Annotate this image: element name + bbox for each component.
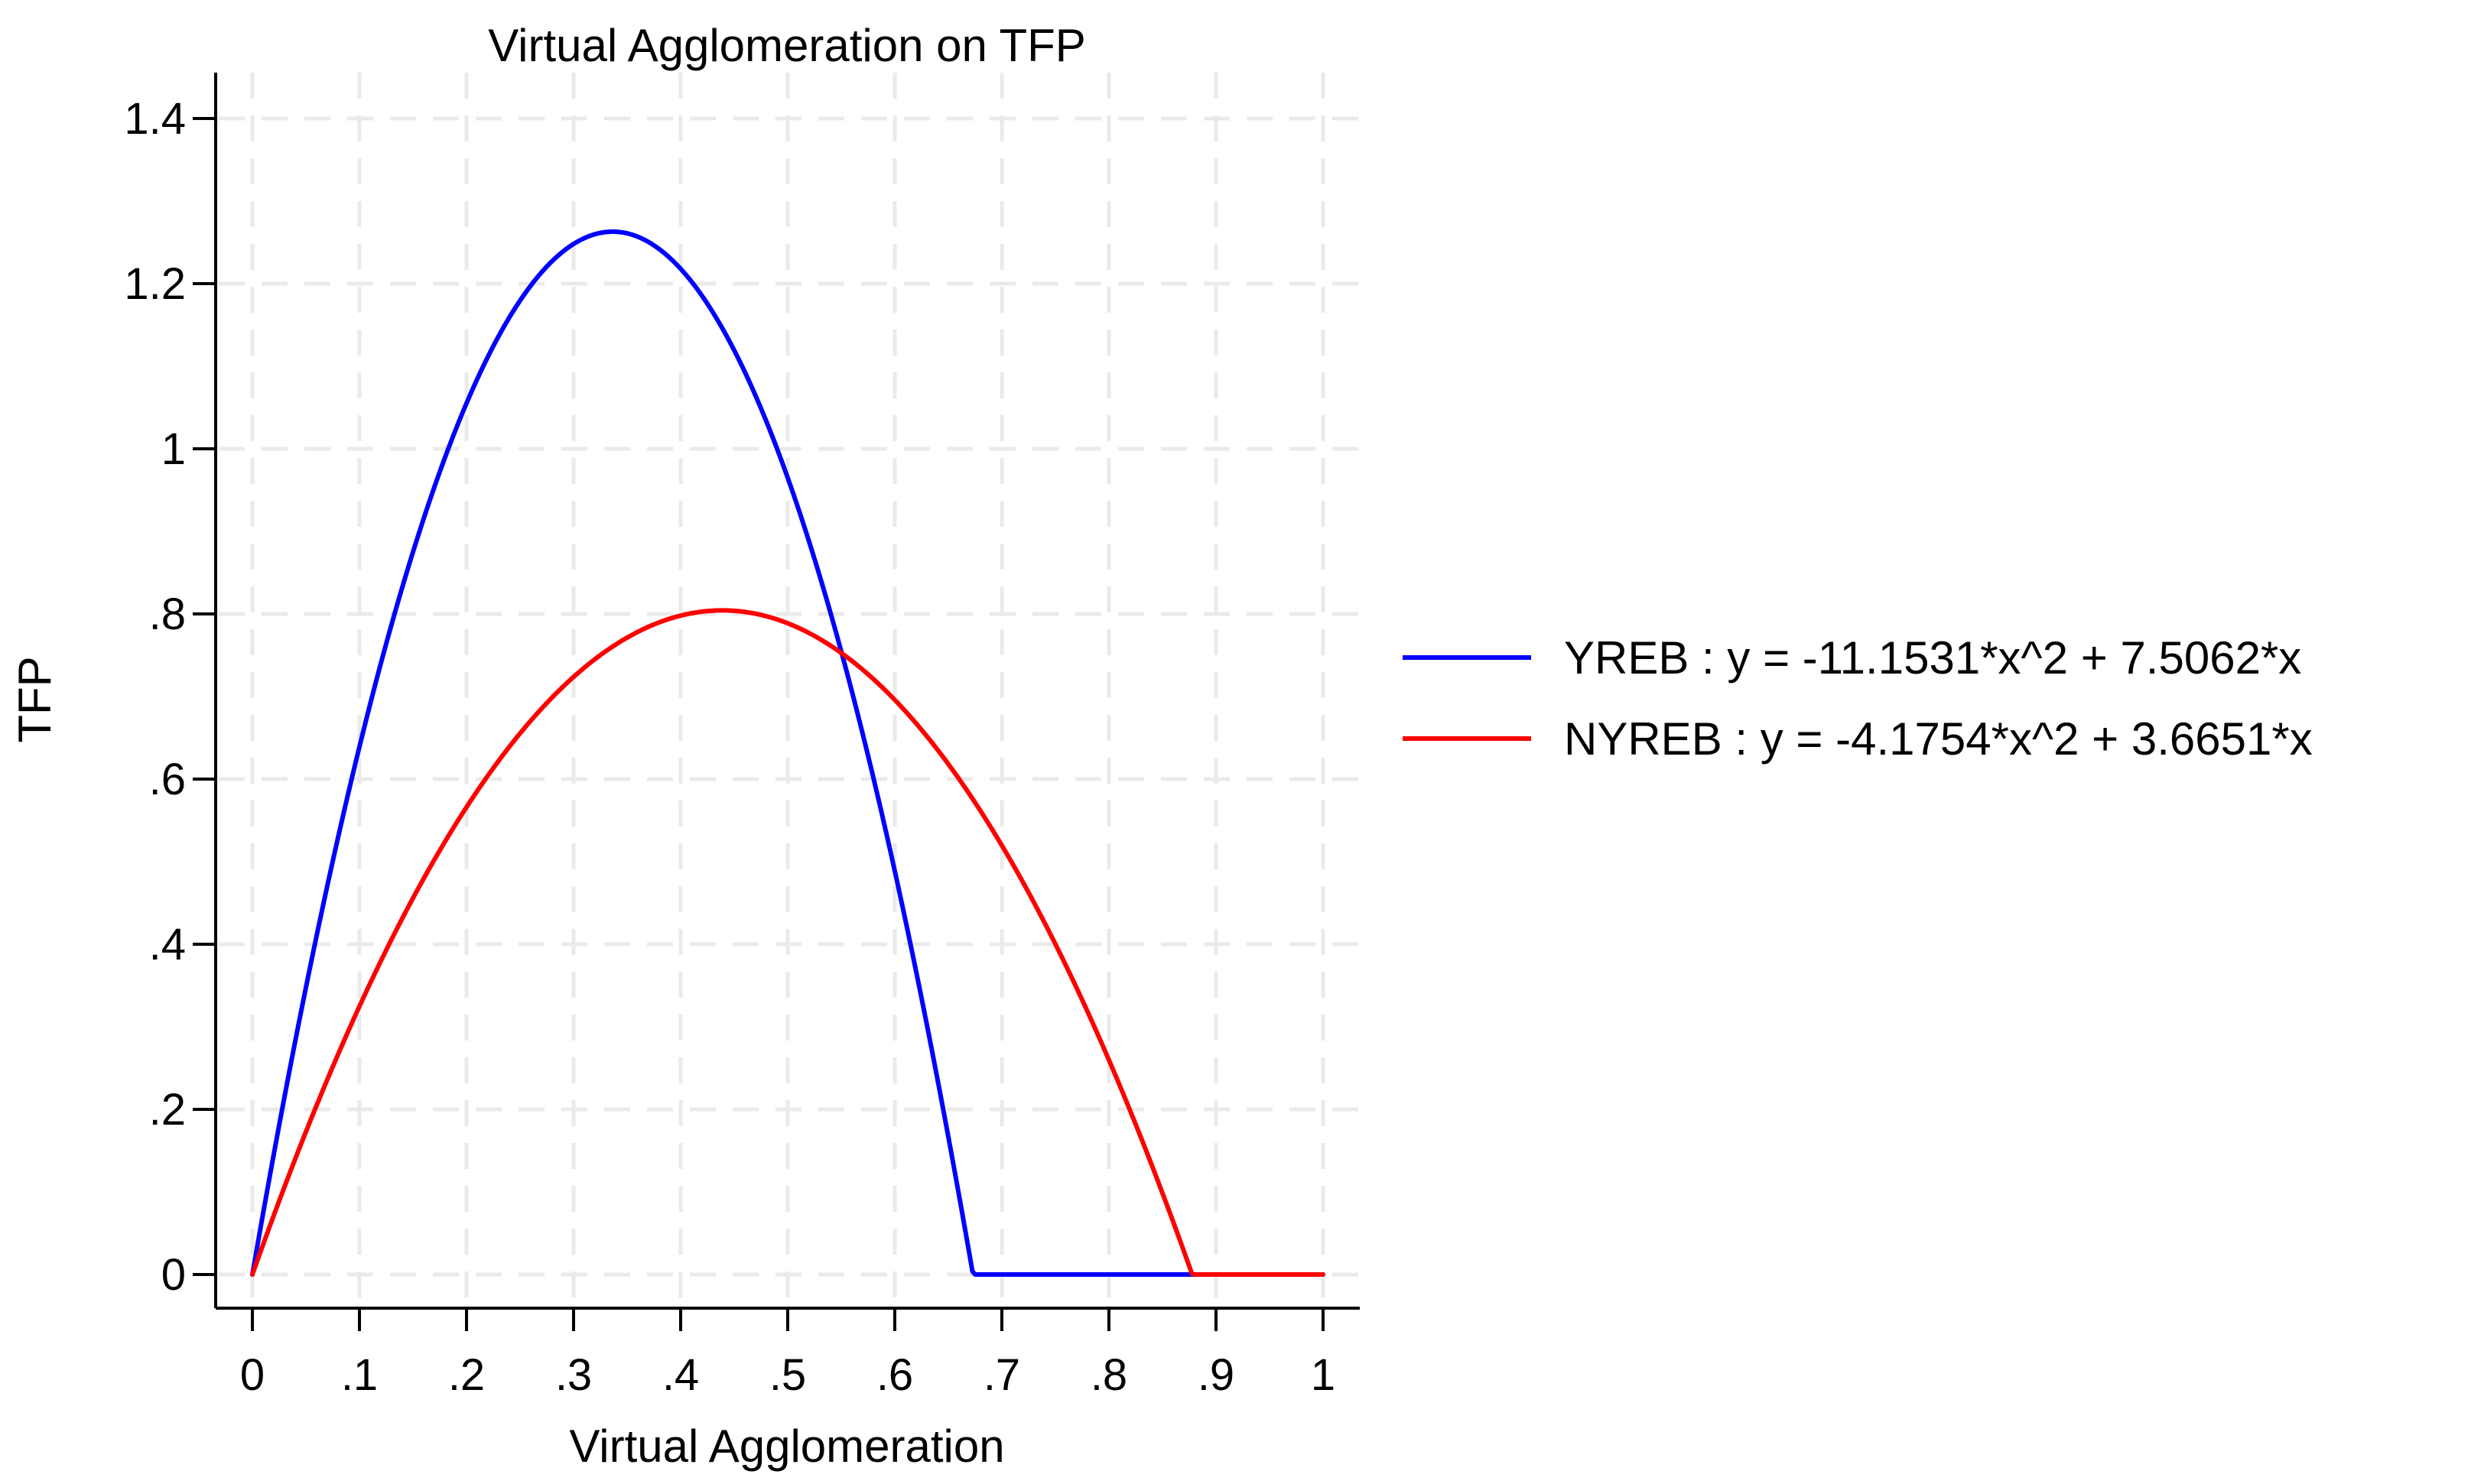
x-tick-label-8: .8 <box>1091 1350 1127 1400</box>
x-tick-label-4: .4 <box>662 1350 699 1400</box>
x-tick-label-0: 0 <box>240 1350 265 1400</box>
x-tick-label-2: .2 <box>448 1350 485 1400</box>
axes: 0 .1 .2 .3 .4 .5 .6 .7 .8 .9 1 0 .2 .4 .6 .8 1 1.2 1.4 <box>124 73 1360 1400</box>
legend-label-yreb: YREB : y = -11.1531*x^2 + 7.5062*x <box>1564 632 2301 684</box>
y-tick-label-4: .8 <box>149 589 186 639</box>
x-tick-label-1: .1 <box>341 1350 378 1400</box>
y-tick-label-5: 1 <box>161 424 186 474</box>
x-tick-label-7: .7 <box>984 1350 1020 1400</box>
x-tick-label-9: .9 <box>1198 1350 1234 1400</box>
x-tick-label-5: .5 <box>769 1350 806 1400</box>
x-axis-title: Virtual Agglomeration <box>569 1421 1004 1472</box>
legend-label-nyreb: NYREB : y = -4.1754*x^2 + 3.6651*x <box>1564 713 2313 765</box>
grid-lines <box>219 73 1360 1305</box>
x-tick-label-6: .6 <box>876 1350 913 1400</box>
y-tick-label-1: .2 <box>149 1085 186 1135</box>
y-tick-label-6: 1.2 <box>124 259 186 309</box>
x-tick-label-10: 1 <box>1311 1350 1335 1400</box>
series-lines <box>250 229 1325 1277</box>
y-tick-label-0: 0 <box>161 1250 186 1300</box>
series-line-nyreb <box>250 608 1325 1277</box>
y-tick-label-2: .4 <box>149 920 186 969</box>
chart-title: Virtual Agglomeration on TFP <box>488 20 1086 71</box>
y-axis-title: TFP <box>9 656 60 742</box>
y-tick-label-3: .6 <box>149 755 186 804</box>
legend: YREB : y = -11.1531*x^2 + 7.5062*x NYREB … <box>1403 632 2313 765</box>
series-line-yreb <box>250 229 1325 1277</box>
y-tick-label-7: 1.4 <box>124 94 186 144</box>
x-tick-label-3: .3 <box>555 1350 592 1400</box>
